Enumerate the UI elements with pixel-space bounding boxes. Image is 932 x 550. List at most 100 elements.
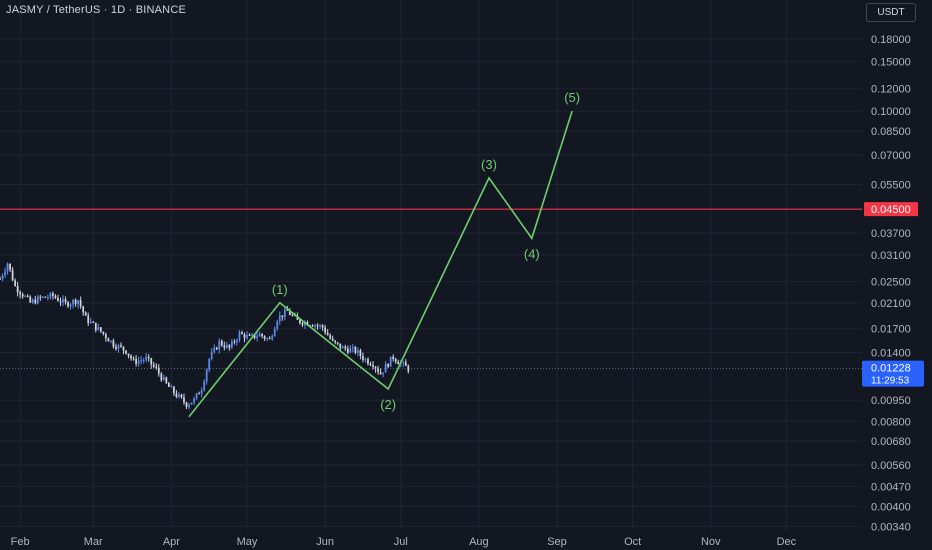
candle-body[interactable] — [49, 293, 52, 298]
candle[interactable] — [69, 302, 72, 310]
candle[interactable] — [185, 401, 188, 410]
candle[interactable] — [26, 294, 29, 298]
candle[interactable] — [92, 320, 95, 323]
candle[interactable] — [195, 392, 198, 401]
candle-body[interactable] — [29, 296, 32, 303]
candle[interactable] — [372, 361, 374, 370]
candle[interactable] — [354, 345, 357, 355]
candle-body[interactable] — [372, 365, 374, 368]
wave-label[interactable]: (2) — [380, 397, 396, 412]
candle[interactable] — [72, 298, 74, 309]
candle[interactable] — [364, 357, 367, 363]
candle[interactable] — [231, 338, 233, 350]
candle-body[interactable] — [367, 359, 369, 364]
candle[interactable] — [82, 305, 85, 316]
candle[interactable] — [324, 324, 327, 335]
candle-body[interactable] — [301, 323, 304, 325]
candle[interactable] — [349, 345, 352, 353]
candle-body[interactable] — [271, 336, 274, 339]
candle-body[interactable] — [142, 359, 145, 361]
candle[interactable] — [261, 333, 264, 339]
candle-body[interactable] — [127, 353, 130, 356]
candle-body[interactable] — [231, 341, 233, 348]
candle[interactable] — [236, 338, 238, 346]
candle-body[interactable] — [150, 358, 153, 365]
candle[interactable] — [228, 344, 231, 351]
candle-body[interactable] — [238, 332, 241, 341]
candle[interactable] — [407, 364, 410, 374]
candle-body[interactable] — [44, 296, 47, 298]
candle[interactable] — [374, 365, 377, 373]
candle[interactable] — [142, 357, 145, 364]
candle[interactable] — [369, 361, 372, 367]
candle-body[interactable] — [74, 299, 77, 305]
candle[interactable] — [152, 361, 155, 369]
candle[interactable] — [402, 360, 405, 367]
candle[interactable] — [213, 344, 216, 354]
candle[interactable] — [387, 363, 390, 368]
candle[interactable] — [248, 333, 251, 336]
candle-body[interactable] — [397, 361, 400, 365]
candle[interactable] — [137, 356, 140, 367]
candle-body[interactable] — [213, 347, 216, 353]
candle-body[interactable] — [64, 299, 67, 303]
candle[interactable] — [157, 363, 160, 377]
candle-body[interactable] — [241, 332, 243, 335]
candle[interactable] — [162, 374, 165, 381]
candle-body[interactable] — [205, 369, 208, 382]
candle[interactable] — [29, 295, 32, 304]
candle[interactable] — [208, 357, 211, 373]
candle[interactable] — [120, 342, 122, 348]
candle[interactable] — [316, 323, 319, 330]
candle[interactable] — [319, 323, 321, 330]
candle-body[interactable] — [87, 315, 90, 323]
candle[interactable] — [4, 267, 6, 278]
candle[interactable] — [170, 384, 173, 388]
wave-label[interactable]: (4) — [524, 246, 540, 261]
candle-body[interactable] — [225, 344, 228, 348]
candle-body[interactable] — [92, 321, 95, 323]
candle-body[interactable] — [329, 335, 332, 339]
candle-body[interactable] — [246, 334, 248, 339]
candle-body[interactable] — [94, 322, 97, 331]
candle-body[interactable] — [286, 309, 289, 311]
candle[interactable] — [19, 290, 22, 299]
candle-body[interactable] — [326, 332, 329, 336]
candle-body[interactable] — [6, 263, 9, 272]
candle-body[interactable] — [283, 309, 286, 318]
candle-body[interactable] — [339, 343, 342, 349]
candle[interactable] — [392, 354, 395, 362]
candle[interactable] — [54, 294, 57, 300]
wave-path[interactable] — [188, 110, 573, 418]
candle[interactable] — [329, 333, 332, 340]
candle-body[interactable] — [41, 296, 44, 298]
candle[interactable] — [155, 363, 158, 370]
candle-body[interactable] — [125, 350, 127, 354]
candle[interactable] — [384, 361, 387, 373]
wave-label[interactable]: (1) — [272, 282, 288, 297]
wave-label[interactable]: (5) — [564, 90, 580, 105]
candle[interactable] — [278, 311, 281, 325]
candle-body[interactable] — [135, 358, 137, 364]
candle-body[interactable] — [162, 377, 165, 381]
candle[interactable] — [203, 379, 206, 392]
candle-body[interactable] — [346, 348, 349, 353]
candle[interactable] — [311, 324, 314, 328]
candle-body[interactable] — [311, 325, 314, 327]
candle[interactable] — [74, 298, 77, 307]
candle-body[interactable] — [140, 360, 143, 362]
candle-body[interactable] — [117, 345, 120, 349]
candle-body[interactable] — [374, 367, 377, 369]
candle[interactable] — [198, 391, 200, 395]
candle[interactable] — [344, 344, 347, 352]
candle-body[interactable] — [228, 344, 231, 348]
candle[interactable] — [276, 319, 279, 331]
candle-body[interactable] — [359, 350, 362, 356]
candle-body[interactable] — [261, 333, 264, 337]
candle[interactable] — [397, 359, 400, 365]
candle[interactable] — [147, 354, 150, 362]
candle[interactable] — [263, 335, 266, 341]
candle-body[interactable] — [324, 327, 327, 333]
candle[interactable] — [246, 331, 248, 341]
